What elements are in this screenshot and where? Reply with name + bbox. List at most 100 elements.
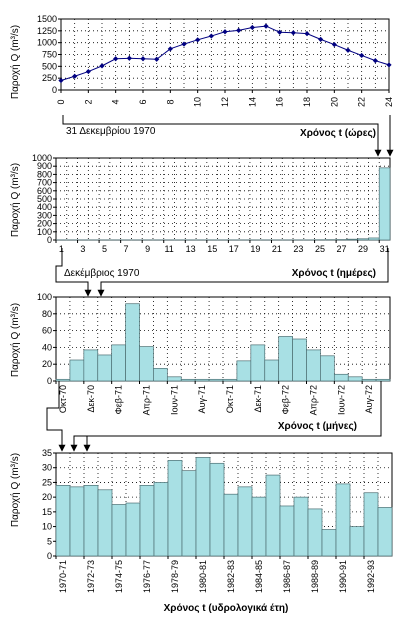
- annual-x-tick-label: 1982-83: [226, 560, 236, 593]
- hourly-y-tick-label: 1250: [37, 26, 57, 36]
- daily-x-tick-label: 27: [337, 244, 347, 254]
- hourly-data-point: [181, 41, 187, 47]
- hourly-x-tick-label: 2: [83, 99, 93, 104]
- daily-y-tick-label: 600: [37, 186, 52, 196]
- monthly-bar: [166, 376, 182, 382]
- monthly-bar: [320, 355, 335, 382]
- annual-bar: [83, 485, 99, 557]
- connector-day-to-month-2: [97, 248, 389, 297]
- monthly-x-tick-label: Οκτ-71: [225, 385, 235, 413]
- hourly-data-point: [140, 56, 146, 62]
- daily-y-tick-label: 0: [47, 235, 52, 245]
- hourly-data-point: [372, 58, 378, 64]
- daily-x-tick-label: 23: [293, 244, 303, 254]
- hourly-y-tick-label: 1000: [37, 38, 57, 48]
- daily-y-tick-label: 800: [37, 169, 52, 179]
- hourly-series: [58, 23, 392, 84]
- annual-y-axis-label: Παροχή Q (m³/s): [9, 453, 21, 527]
- monthly-x-tick-label: Αυγ-71: [197, 385, 207, 413]
- hourly-x-tick-label: 20: [329, 97, 339, 107]
- annual-x-tick-label: 1974-75: [114, 560, 124, 593]
- hourly-x-axis-label: Χρόνος t (ώρες): [300, 128, 376, 139]
- monthly-bar: [250, 344, 266, 382]
- monthly-bar: [347, 376, 363, 382]
- monthly-bar: [139, 346, 154, 382]
- annual-bar: [167, 460, 183, 557]
- daily-y-tick-label: 900: [37, 161, 52, 171]
- daily-y-tick-label: 700: [37, 178, 52, 188]
- annual-y-ticks: 0 5 10 15 20 25 30 35: [42, 448, 56, 561]
- monthly-x-tick-label: Ιουν-72: [336, 385, 346, 415]
- daily-x-tick-label: 21: [272, 244, 282, 254]
- annual-bar: [111, 504, 127, 557]
- hourly-data-point: [386, 62, 392, 68]
- daily-bar: [346, 238, 359, 241]
- hourly-data-point: [290, 30, 296, 36]
- hourly-data-point: [304, 31, 310, 37]
- annual-bar: [363, 492, 379, 557]
- monthly-bar: [361, 378, 377, 382]
- hourly-data-point: [249, 24, 255, 31]
- monthly-bar: [264, 359, 280, 382]
- hourly-data-point: [167, 46, 173, 52]
- daily-x-ticks: 1 3 5 7 9 11 13 15 17 19 21 23 25 27 29 31: [55, 240, 390, 254]
- daily-date-annotation: Δεκέμβριος 1970: [64, 267, 140, 279]
- monthly-y-ticks: 0 20 40 60 80 100: [37, 292, 56, 386]
- hourly-data-point: [345, 47, 351, 53]
- annual-x-tick-label: 1972-73: [86, 560, 96, 593]
- daily-x-tick-label: 31: [380, 244, 390, 254]
- daily-x-tick-label: 5: [102, 244, 107, 254]
- annual-bar: [181, 470, 197, 557]
- monthly-y-tick-label: 100: [37, 292, 52, 302]
- monthly-bar: [180, 378, 196, 382]
- annual-bar: [55, 485, 71, 557]
- monthly-bar: [111, 344, 126, 382]
- daily-y-tick-label: 500: [37, 194, 52, 204]
- annual-y-tick-label: 30: [42, 463, 52, 473]
- hourly-date-annotation: 31 Δεκεμβρίου 1970: [66, 125, 156, 137]
- monthly-bar: [222, 378, 238, 382]
- monthly-bar: [153, 368, 168, 382]
- daily-bars: [55, 167, 391, 241]
- hourly-data-point: [359, 52, 365, 59]
- hourly-data-point: [263, 23, 269, 29]
- connector-hour-to-day-1: [62, 115, 382, 157]
- monthly-y-tick-label: 0: [47, 376, 52, 386]
- hourly-data-point: [277, 29, 283, 35]
- daily-grid: [55, 157, 391, 241]
- hourly-data-point: [99, 63, 105, 69]
- hourly-x-tick-label: 16: [275, 97, 285, 107]
- monthly-bar: [236, 360, 252, 382]
- daily-y-axis-label: Παροχή Q (m³/s): [9, 163, 21, 237]
- hourly-data-point: [72, 73, 78, 79]
- daily-x-tick-label: 17: [229, 244, 239, 254]
- monthly-x-ticks: Οκτ-70 Δεκ-70 Φεβ-71 Απρ-71 Ιουν-71 Αυγ-71 Οκτ…: [55, 381, 374, 415]
- annual-x-tick-label: 1980-81: [198, 560, 208, 593]
- hourly-y-tick-label: 1500: [37, 14, 57, 24]
- hourly-x-tick-label: 0: [56, 99, 66, 104]
- annual-bar: [195, 457, 211, 557]
- annual-bar: [321, 529, 337, 557]
- annual-bar: [237, 486, 253, 557]
- hourly-x-tick-label: 10: [193, 97, 203, 107]
- hourly-data-point: [318, 36, 324, 42]
- monthly-x-tick-label: Απρ-71: [141, 385, 151, 415]
- hourly-data-point: [222, 29, 228, 35]
- annual-bar: [125, 502, 141, 557]
- daily-x-tick-label: 29: [358, 244, 368, 254]
- annual-bars: [55, 457, 393, 557]
- hourly-data-point: [85, 68, 91, 75]
- annual-y-tick-label: 0: [47, 551, 52, 561]
- monthly-x-tick-label: Φεβ-72: [281, 385, 291, 414]
- daily-y-tick-label: 100: [37, 227, 52, 237]
- annual-bar: [307, 508, 323, 557]
- daily-x-tick-label: 15: [207, 244, 217, 254]
- hourly-y-tick-label: 0: [52, 85, 57, 95]
- annual-bar: [349, 526, 365, 557]
- hourly-y-tick-label: 250: [42, 73, 57, 83]
- daily-plot-area: [55, 157, 391, 241]
- monthly-x-tick-label: Αυγ-72: [364, 385, 374, 413]
